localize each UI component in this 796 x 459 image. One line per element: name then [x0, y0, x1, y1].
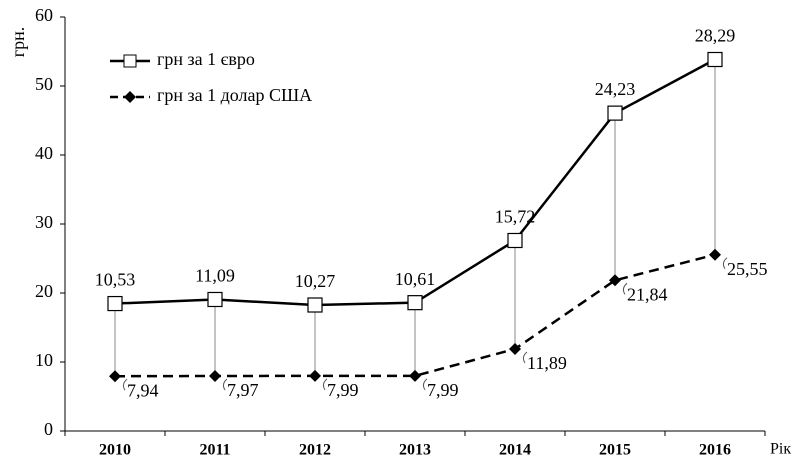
data-label: 15,72 [495, 207, 536, 227]
x-tick-label: 2013 [399, 442, 431, 459]
leader [722, 257, 728, 269]
legend-label: грн за 1 євро [157, 49, 255, 69]
y-tick-label: 40 [35, 143, 53, 163]
marker [309, 369, 321, 382]
y-tick-label: 30 [35, 212, 53, 232]
marker [709, 248, 721, 261]
marker [609, 274, 621, 287]
marker [607, 105, 623, 121]
data-label: 25,55 [727, 259, 768, 279]
y-tick-label: 50 [35, 74, 53, 94]
leader [522, 351, 528, 364]
data-label: 10,53 [95, 270, 136, 290]
marker [107, 295, 123, 312]
x-tick-label: 2015 [599, 442, 631, 459]
data-label: 7,99 [327, 380, 359, 400]
data-label: 7,99 [427, 380, 459, 400]
y-tick-label: 0 [44, 419, 53, 439]
data-label: 7,94 [127, 380, 159, 400]
data-label: 10,27 [295, 271, 336, 291]
x-tick-label: 2012 [299, 442, 331, 459]
data-label: 10,61 [395, 269, 436, 289]
data-label: 21,84 [627, 284, 668, 304]
x-tick-label: 2011 [199, 442, 230, 459]
marker [407, 295, 423, 311]
marker [707, 51, 723, 68]
marker [307, 297, 323, 313]
x-axis-label: Рік [770, 441, 791, 458]
x-tick-label: 2014 [499, 442, 531, 459]
legend-marker [124, 91, 136, 103]
y-tick-label: 20 [35, 281, 53, 301]
data-label: 11,89 [527, 353, 567, 373]
marker [509, 342, 521, 355]
leader [422, 378, 428, 391]
y-tick-label: 60 [35, 5, 53, 25]
x-tick-label: 2016 [699, 442, 731, 459]
leader [322, 378, 328, 391]
leader [222, 378, 228, 391]
legend-label: грн за 1 долар США [157, 85, 312, 105]
leader [622, 282, 628, 295]
marker [409, 369, 421, 382]
marker [209, 370, 221, 383]
marker [207, 291, 223, 308]
y-tick-label: 10 [35, 350, 53, 370]
marker [507, 232, 523, 249]
data-label: 28,29 [695, 26, 736, 46]
marker [109, 370, 121, 383]
legend-marker [123, 54, 137, 68]
x-tick-label: 2010 [99, 442, 131, 459]
y-axis-label: грн. [8, 27, 28, 58]
data-label: 24,23 [595, 79, 636, 99]
data-label: 7,97 [227, 380, 259, 400]
leader [122, 378, 128, 391]
data-label: 11,09 [195, 266, 235, 286]
